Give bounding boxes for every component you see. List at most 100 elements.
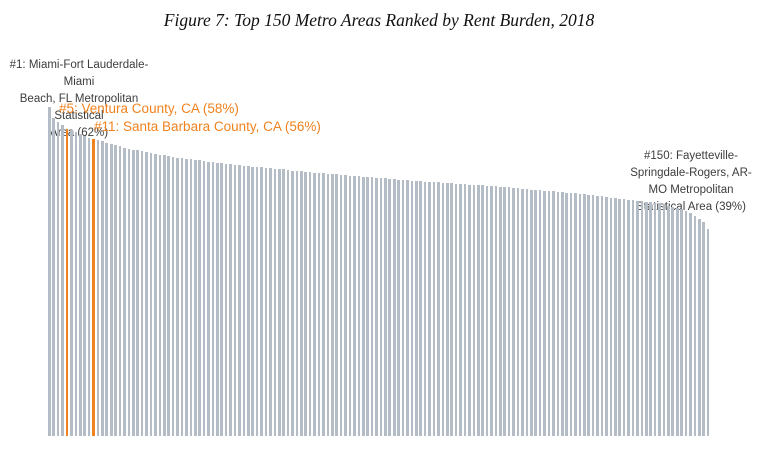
bar-rank-123: [587, 194, 591, 436]
bar-rank-8: [78, 133, 82, 436]
bar-rank-56: [291, 170, 294, 436]
bar-rank-76: [379, 178, 383, 436]
bar-rank-70: [353, 175, 356, 436]
bar-rank-87: [428, 181, 431, 436]
bar-rank-27: [162, 155, 166, 436]
bar-rank-119: [569, 192, 573, 436]
bar-rank-136: [644, 201, 648, 436]
bar-rank-94: [459, 183, 462, 436]
bar-rank-128: [609, 197, 613, 436]
bar-rank-3: [56, 121, 60, 436]
bar-rank-36: [202, 160, 206, 436]
bar-rank-85: [419, 181, 423, 436]
bar-rank-109: [525, 189, 529, 436]
bar-rank-124: [591, 195, 595, 436]
bar-rank-80: [397, 179, 400, 436]
bar-rank-44: [238, 165, 241, 436]
bar-rank-58: [300, 171, 303, 436]
bar-rank-108: [521, 188, 524, 436]
bar-rank-93: [454, 183, 458, 436]
bar-rank-97: [472, 184, 476, 436]
bar-rank-34: [193, 159, 197, 436]
bar-rank-57: [295, 171, 299, 436]
bar-rank-100: [485, 185, 489, 436]
bar-chart-plot-area: [48, 102, 710, 436]
bar-rank-49: [260, 167, 263, 436]
bar-rank-121: [578, 193, 582, 436]
bar-rank-141: [667, 205, 670, 436]
bar-rank-101: [490, 186, 493, 436]
bar-rank-72: [361, 176, 365, 436]
bar-rank-48: [255, 166, 259, 436]
bar-rank-24: [149, 153, 153, 436]
bar-rank-96: [468, 184, 471, 436]
bar-rank-42: [229, 164, 232, 436]
annotation-line: #1: Miami-Fort Lauderdale-Miami: [9, 59, 149, 88]
annotation-line: Beach, FL Metropolitan Statistical: [19, 93, 139, 122]
annotation-line: #150: Fayetteville-: [644, 150, 738, 162]
bar-rank-18: [123, 147, 126, 436]
bar-rank-130: [618, 198, 622, 436]
bar-rank-37: [207, 161, 210, 436]
bar-rank-33: [189, 159, 193, 436]
bar-rank-116: [556, 191, 560, 436]
bar-rank-60: [308, 172, 312, 436]
bar-rank-149: [702, 222, 706, 436]
bar-rank-135: [640, 201, 644, 436]
bar-rank-115: [552, 191, 555, 436]
bar-rank-129: [614, 198, 617, 436]
bar-rank-142: [671, 206, 675, 436]
bar-rank-134: [636, 200, 639, 436]
annotation-rank-1-miami: #1: Miami-Fort Lauderdale-Miami Beach, F…: [2, 57, 156, 142]
bar-rank-69: [348, 175, 352, 436]
bar-rank-51: [269, 168, 272, 436]
bar-rank-107: [516, 188, 520, 436]
bar-rank-68: [344, 175, 347, 436]
bar-rank-67: [339, 174, 343, 436]
bar-rank-105: [507, 187, 511, 436]
bar-rank-30: [176, 157, 179, 436]
bar-rank-145: [684, 210, 688, 436]
bar-rank-15: [109, 144, 113, 436]
bar-rank-26: [158, 154, 162, 436]
bar-rank-5: [65, 128, 69, 436]
bar-rank-63: [322, 173, 325, 436]
bar-rank-79: [392, 178, 396, 436]
bar-rank-77: [384, 178, 387, 436]
bar-rank-35: [198, 160, 201, 436]
bar-rank-13: [101, 141, 104, 436]
bar-rank-16: [114, 145, 117, 436]
bar-rank-9: [83, 135, 86, 436]
bar-rank-65: [331, 174, 334, 436]
bar-rank-55: [286, 169, 290, 436]
bar-rank-98: [476, 185, 480, 436]
bar-rank-17: [118, 146, 122, 436]
bar-rank-39: [216, 162, 219, 436]
bar-rank-140: [662, 203, 666, 436]
bar-rank-113: [543, 190, 546, 436]
annotation-line: MO Metropolitan: [648, 184, 734, 196]
bar-rank-138: [653, 202, 657, 436]
bar-rank-78: [388, 178, 392, 436]
bar-rank-89: [437, 182, 440, 436]
bar-rank-47: [251, 166, 254, 436]
annotation-rank-5-ventura: #5: Ventura County, CA (58%): [59, 101, 239, 116]
bar-rank-114: [547, 191, 551, 436]
bar-rank-62: [317, 172, 321, 436]
bar-rank-74: [370, 177, 374, 436]
bar-rank-90: [441, 182, 445, 436]
bar-rank-25: [154, 153, 157, 436]
bar-rank-120: [574, 193, 577, 436]
bar-rank-46: [246, 166, 250, 436]
bar-rank-122: [583, 194, 586, 436]
bar-rank-131: [622, 199, 626, 436]
bar-rank-19: [127, 148, 131, 436]
bar-rank-10: [87, 137, 91, 436]
bar-rank-45: [242, 165, 246, 436]
bar-rank-81: [401, 180, 405, 436]
bar-rank-21: [136, 150, 140, 436]
bar-rank-83: [410, 180, 414, 436]
bar-rank-86: [423, 181, 427, 436]
bar-rank-127: [605, 197, 608, 436]
bar-rank-23: [145, 151, 148, 436]
